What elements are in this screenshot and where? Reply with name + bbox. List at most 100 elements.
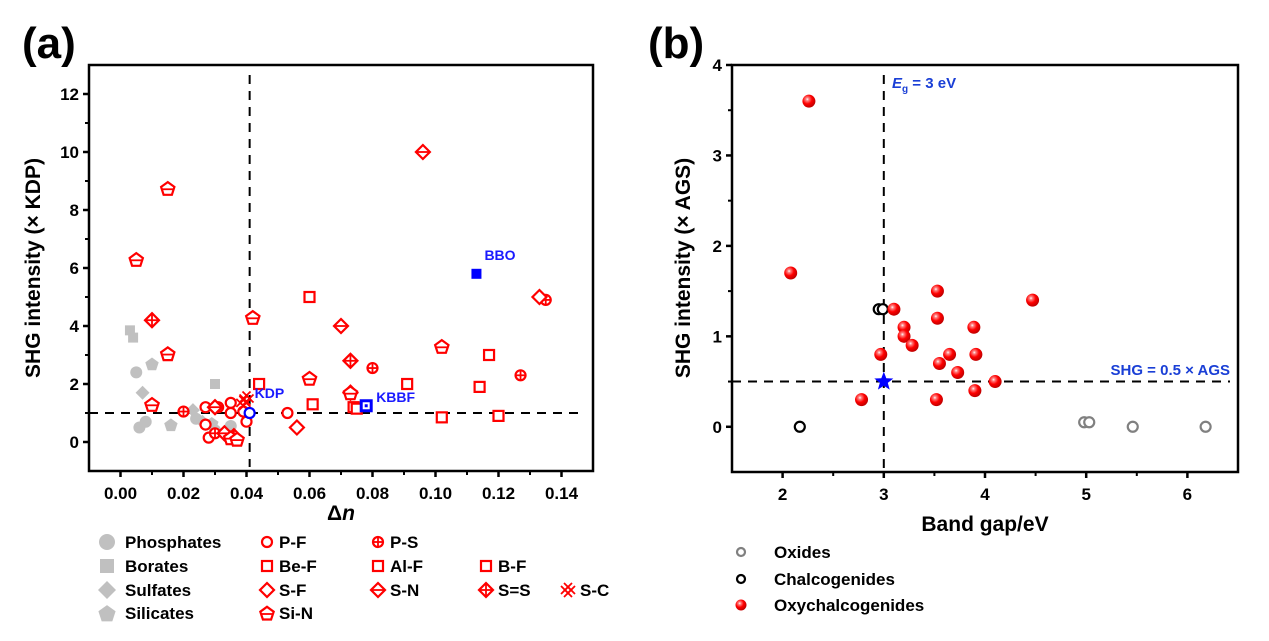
- panel-b-legend: Oxides Chalcogenides Oxychalcogenides: [735, 543, 924, 615]
- data-point-s-s: [341, 352, 360, 370]
- y-tick-label: 0: [713, 418, 722, 437]
- data-point-be-f: [253, 377, 266, 391]
- reference-label: KDP: [255, 385, 285, 401]
- legend-item-borates: Borates: [100, 557, 188, 576]
- legend-item-oxychalcogenides: Oxychalcogenides: [735, 596, 924, 615]
- x-title-n: n: [342, 502, 355, 525]
- legend-label: Be-F: [279, 557, 317, 576]
- legend-label: S-F: [279, 581, 306, 600]
- legend-label: Sulfates: [125, 581, 191, 600]
- x-tick-label: 0.02: [167, 484, 200, 503]
- data-point-oxychalcogenides: [930, 284, 944, 298]
- legend-item-sulfates: Sulfates: [98, 581, 191, 600]
- data-point-oxides: [1199, 420, 1212, 433]
- legend-item-s-s: S=S: [477, 581, 531, 600]
- series-s-f: [288, 288, 549, 437]
- data-point-si-n: [342, 385, 359, 401]
- data-point-al-f: [435, 411, 448, 424]
- legend-marker: [371, 559, 385, 573]
- data-point-silicates: [164, 418, 178, 432]
- legend-label: Phosphates: [125, 533, 221, 552]
- x-tick-label: 4: [980, 485, 990, 504]
- data-point-oxides: [1126, 420, 1139, 433]
- data-point-sulfates: [135, 385, 150, 400]
- panel-b-reference-lines: [732, 75, 1230, 468]
- y-tick-label: 4: [713, 56, 723, 75]
- legend-item-al-f: Al-F: [371, 557, 423, 576]
- y-tick-label: 2: [70, 375, 79, 394]
- data-point-oxychalcogenides: [932, 356, 946, 370]
- data-point-al-f: [401, 377, 414, 391]
- panel-a-frame: [87, 63, 595, 473]
- legend-label: Silicates: [125, 604, 194, 623]
- data-point-s-f: [530, 288, 549, 306]
- data-point-si-n: [301, 370, 318, 386]
- data-point-sulfates: [185, 403, 200, 418]
- x-tick-label: 0.10: [419, 484, 452, 503]
- data-point-p-f: [281, 406, 294, 420]
- legend-marker: [260, 559, 274, 573]
- data-point-si-n: [128, 251, 145, 267]
- data-point-p-s: [366, 361, 379, 375]
- x-tick-label: 0.06: [293, 484, 326, 503]
- data-point-oxychalcogenides: [897, 320, 911, 334]
- data-point-s-n: [206, 398, 224, 416]
- series-si-n: [128, 180, 450, 447]
- panel-b-frame: [730, 63, 1240, 474]
- x-tick-label: 0.00: [104, 484, 137, 503]
- x-tick-label: 6: [1183, 485, 1192, 504]
- data-point-p-f: [199, 418, 212, 431]
- data-point-oxides: [1083, 416, 1096, 429]
- data-point-oxychalcogenides: [802, 94, 816, 108]
- eg-subscript: g: [902, 84, 908, 95]
- legend-item-oxides: Oxides: [735, 543, 831, 562]
- data-point-be-f: [306, 398, 319, 411]
- data-point-si-n: [433, 338, 450, 354]
- legend-marker: [98, 581, 116, 599]
- x-tick-label: 0.08: [356, 484, 389, 503]
- legend-marker: [735, 599, 747, 611]
- reference-marker: [874, 371, 894, 390]
- y-tick-label: 3: [713, 146, 722, 165]
- data-point-s-n: [414, 143, 432, 161]
- reference-label: KBBF: [376, 389, 415, 405]
- eg-annotation: Eg = 3 eV: [892, 75, 956, 95]
- legend-item-s-f: S-F: [258, 581, 306, 600]
- y-tick-label: 8: [70, 201, 79, 220]
- legend-label: B-F: [498, 557, 526, 576]
- legend-marker: [100, 559, 114, 573]
- legend-marker: [477, 581, 495, 599]
- y-tick-label: 1: [713, 327, 722, 346]
- series-b-f: [350, 348, 496, 415]
- data-point-phosphates: [139, 415, 152, 428]
- legend-marker: [99, 534, 115, 550]
- data-point-oxychalcogenides: [897, 329, 911, 343]
- data-point-si-n: [229, 431, 245, 447]
- panel-a-y-ticks: 0 2 4 6 8 10 12: [60, 85, 89, 452]
- data-point-oxychalcogenides: [1026, 293, 1040, 307]
- legend-marker: [369, 581, 387, 599]
- x-title-delta: Δ: [327, 502, 342, 525]
- y-tick-label: 2: [713, 237, 722, 256]
- data-point-oxychalcogenides: [784, 266, 798, 280]
- eg-value: = 3 eV: [908, 75, 956, 92]
- x-tick-label: 3: [879, 485, 888, 504]
- reference-label: BBO: [484, 247, 515, 263]
- data-point-borates: [210, 379, 220, 389]
- legend-marker: [735, 546, 747, 558]
- reference-kdp: KDP: [243, 385, 285, 420]
- legend-item-b-f: B-F: [479, 557, 526, 576]
- data-point-si-n: [159, 346, 176, 362]
- data-point-oxychalcogenides: [929, 393, 943, 407]
- legend-marker: [479, 559, 493, 573]
- data-point-s-n: [332, 317, 350, 335]
- panel-b-x-ticks: 2 3 4 5 6: [778, 472, 1192, 504]
- legend-label: S=S: [498, 581, 531, 600]
- legend-label: Al-F: [390, 557, 423, 576]
- legend-label: S-N: [390, 581, 419, 600]
- legend-marker: [258, 581, 276, 599]
- data-point-phosphates: [130, 366, 143, 379]
- data-point-silicates: [145, 357, 159, 371]
- legend-item-chalcogenides: Chalcogenides: [735, 570, 895, 589]
